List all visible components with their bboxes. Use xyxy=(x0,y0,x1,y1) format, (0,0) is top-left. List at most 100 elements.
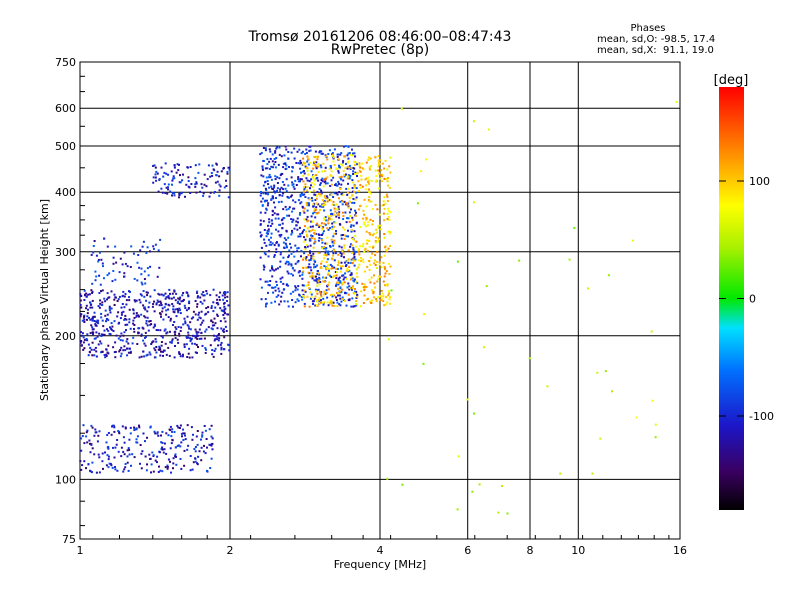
data-point xyxy=(365,205,368,208)
data-point xyxy=(219,291,222,294)
data-point xyxy=(332,156,335,159)
data-point xyxy=(80,313,83,316)
data-point xyxy=(383,219,386,222)
data-point xyxy=(385,249,387,252)
data-point xyxy=(320,193,323,196)
data-point xyxy=(127,351,130,354)
data-point xyxy=(157,434,160,437)
data-point xyxy=(181,355,184,358)
data-point xyxy=(126,354,129,357)
data-point xyxy=(158,345,161,348)
data-point xyxy=(124,314,127,317)
data-point xyxy=(351,251,353,254)
data-point xyxy=(305,151,308,154)
data-point xyxy=(146,291,149,294)
data-point xyxy=(362,243,365,246)
data-point xyxy=(91,282,94,285)
data-point xyxy=(275,251,278,253)
data-point xyxy=(178,307,181,310)
data-point xyxy=(367,176,370,179)
data-point xyxy=(315,278,318,281)
data-point xyxy=(312,275,315,278)
data-point xyxy=(269,225,272,227)
data-point xyxy=(388,218,391,221)
data-point xyxy=(298,293,301,296)
data-point xyxy=(214,338,217,341)
data-point xyxy=(203,425,206,427)
phase-stats-x: mean, sd,X: 91.1, 19.0 xyxy=(597,45,714,56)
data-point xyxy=(204,452,207,455)
data-point xyxy=(266,180,269,182)
data-point xyxy=(383,167,386,170)
data-point xyxy=(302,157,305,160)
data-point xyxy=(297,299,300,302)
data-point xyxy=(292,219,295,222)
data-point xyxy=(345,187,348,190)
data-point xyxy=(352,197,355,200)
data-point xyxy=(119,335,122,338)
data-point xyxy=(171,428,174,431)
data-point xyxy=(308,237,311,240)
data-point xyxy=(150,471,152,474)
data-point xyxy=(264,187,267,190)
data-point xyxy=(268,284,271,287)
data-point xyxy=(91,319,94,322)
data-point xyxy=(336,291,338,294)
data-point xyxy=(382,203,385,206)
data-point xyxy=(95,431,98,434)
data-point xyxy=(338,158,341,161)
data-point xyxy=(288,196,290,199)
data-point xyxy=(304,246,307,248)
data-point xyxy=(178,351,181,354)
data-point xyxy=(139,462,141,465)
data-point xyxy=(169,425,172,428)
data-point xyxy=(287,236,290,239)
data-point xyxy=(294,244,297,247)
data-point xyxy=(372,246,375,249)
data-point xyxy=(369,281,372,284)
data-point xyxy=(101,333,104,336)
data-point xyxy=(315,167,318,170)
data-point xyxy=(180,467,183,470)
data-point xyxy=(380,289,383,292)
data-point xyxy=(311,272,314,274)
data-point xyxy=(349,174,352,177)
data-point xyxy=(319,150,321,153)
data-point xyxy=(351,148,353,151)
data-point xyxy=(223,310,226,313)
data-point xyxy=(270,165,273,168)
data-point xyxy=(191,438,194,441)
data-point xyxy=(271,160,274,163)
data-point xyxy=(108,462,111,465)
data-point xyxy=(310,170,313,173)
data-point xyxy=(120,306,123,309)
data-point xyxy=(323,209,326,212)
data-point xyxy=(321,241,324,244)
data-point xyxy=(137,332,140,335)
data-point xyxy=(200,331,203,334)
data-point xyxy=(604,370,607,373)
data-point xyxy=(145,291,148,294)
data-point xyxy=(308,191,311,194)
data-point xyxy=(310,197,313,199)
data-point xyxy=(98,306,101,309)
data-point xyxy=(298,226,301,229)
data-point xyxy=(265,189,268,191)
data-point xyxy=(342,278,345,281)
data-point xyxy=(295,184,298,186)
data-point xyxy=(374,203,377,206)
data-point xyxy=(587,287,589,290)
data-point xyxy=(283,300,286,303)
data-point xyxy=(356,294,359,297)
data-point xyxy=(337,260,340,263)
data-point xyxy=(370,165,373,168)
data-point xyxy=(101,460,104,463)
data-point xyxy=(301,284,304,287)
data-point xyxy=(353,252,356,255)
data-point xyxy=(319,209,321,211)
data-point xyxy=(276,182,279,184)
data-point xyxy=(356,295,359,298)
data-point xyxy=(187,352,190,355)
data-point xyxy=(287,151,290,153)
data-point xyxy=(182,439,185,441)
